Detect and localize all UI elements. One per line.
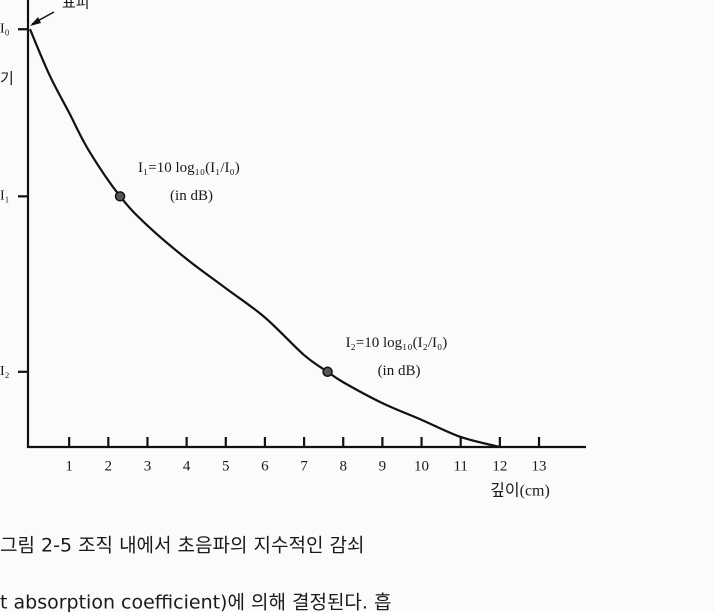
footer-text: t absorption coefficient)에 의해 결정된다. 흡 [0,592,391,612]
x-tick-label: 7 [300,458,308,474]
x-tick-label: 13 [532,458,547,474]
decay-curve [28,28,501,449]
x-axis-label: 깊이(cm) [490,482,550,500]
caption: 그림 2-5 조직 내에서 초음파의 지수적인 감쇠 [0,535,364,557]
x-tick-label: 3 [144,458,152,474]
x-tick-label: 8 [339,458,347,474]
annotation: I₁=10 log₁₀(I₁/I₀) [138,160,240,176]
arrow-head [30,17,41,26]
y-axis-label: 기 [0,70,14,87]
x-tick-label: 1 [65,458,73,474]
x-tick-label: 4 [183,458,191,474]
annotation: I₂=10 log₁₀(I₂/I₀) [346,335,448,351]
x-tick-label: 2 [105,458,113,474]
top-annotation: 표피 [62,0,90,11]
annotation: (in dB) [170,188,213,204]
annotation: (in dB) [378,363,421,379]
x-tick-label: 12 [492,458,507,474]
x-tick-label: 10 [414,458,429,474]
x-tick-label: 6 [261,458,269,474]
x-tick-label: 5 [222,458,230,474]
y-tick-label: I₁ [0,189,10,204]
x-tick-label: 9 [379,458,387,474]
point-marker [114,191,126,202]
point-marker [322,366,333,378]
x-tick-label: 11 [453,458,467,474]
y-tick-label: I₂ [0,364,10,379]
y-tick-label: I₀ [0,21,10,36]
